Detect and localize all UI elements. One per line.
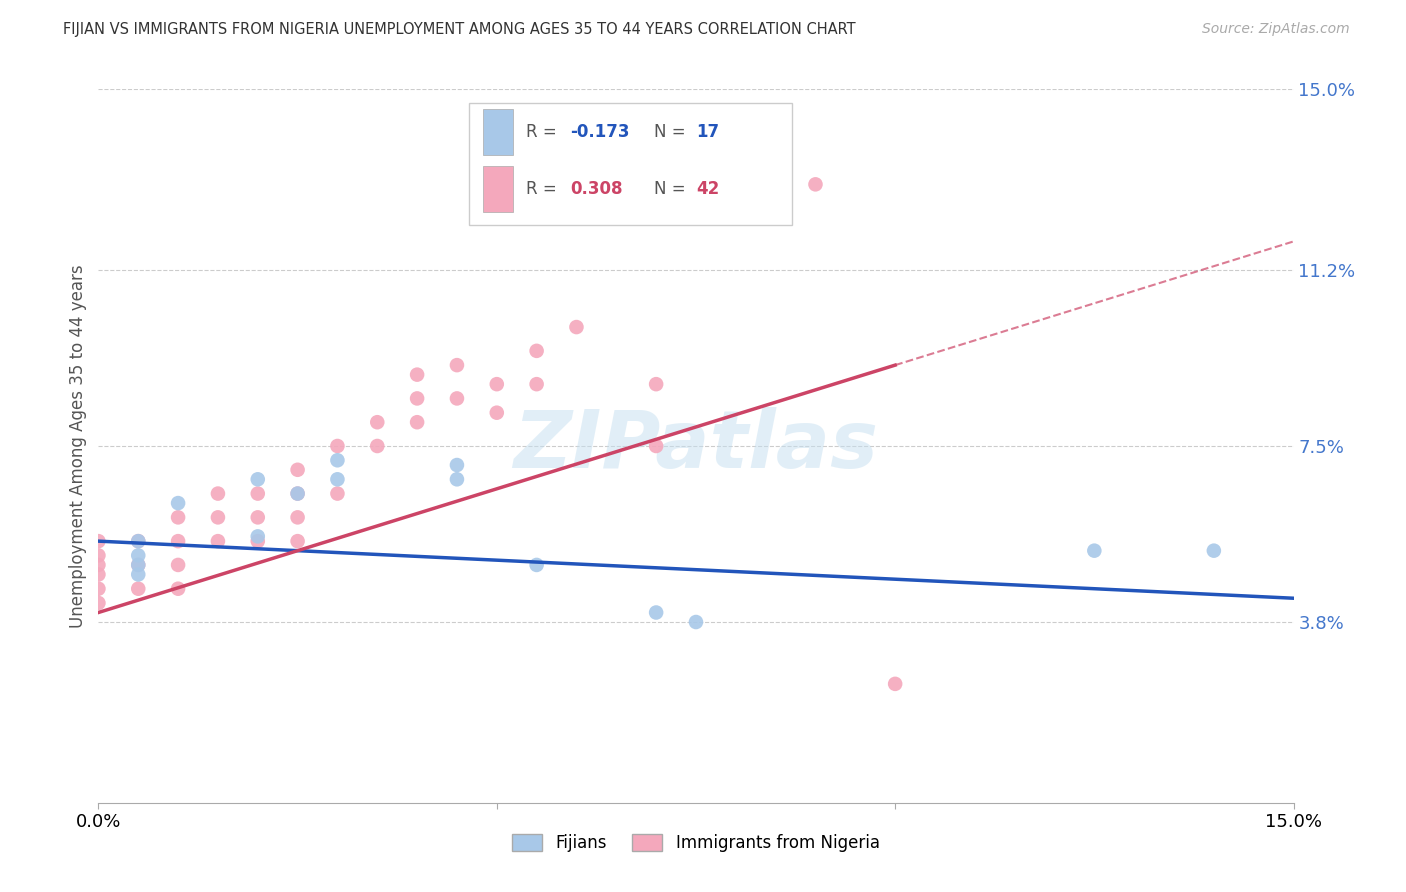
FancyBboxPatch shape	[470, 103, 792, 225]
Text: 17: 17	[696, 123, 718, 141]
Point	[565, 320, 588, 334]
Point	[366, 415, 388, 429]
Point	[287, 534, 309, 549]
Point	[87, 596, 110, 610]
Point	[446, 472, 468, 486]
Point	[804, 178, 827, 192]
Point	[446, 458, 468, 472]
Point	[167, 510, 190, 524]
Legend: Fijians, Immigrants from Nigeria: Fijians, Immigrants from Nigeria	[506, 827, 886, 859]
Point	[287, 463, 309, 477]
Point	[326, 472, 349, 486]
Text: ZIPatlas: ZIPatlas	[513, 407, 879, 485]
Point	[207, 534, 229, 549]
Point	[87, 558, 110, 572]
Point	[645, 377, 668, 392]
Point	[485, 377, 508, 392]
Point	[287, 510, 309, 524]
Point	[127, 582, 149, 596]
Point	[406, 368, 429, 382]
Point	[207, 510, 229, 524]
Point	[287, 486, 309, 500]
Point	[87, 534, 110, 549]
Point	[526, 558, 548, 572]
Point	[167, 582, 190, 596]
Point	[246, 534, 269, 549]
Point	[685, 129, 707, 144]
Point	[326, 486, 349, 500]
Point	[326, 439, 349, 453]
Point	[1202, 543, 1225, 558]
Point	[87, 567, 110, 582]
Point	[246, 472, 269, 486]
Point	[207, 486, 229, 500]
Point	[326, 453, 349, 467]
Point	[87, 549, 110, 563]
Point	[366, 439, 388, 453]
Point	[127, 534, 149, 549]
Point	[287, 486, 309, 500]
Text: R =: R =	[526, 123, 562, 141]
Point	[167, 534, 190, 549]
Point	[406, 392, 429, 406]
Point	[127, 558, 149, 572]
Text: FIJIAN VS IMMIGRANTS FROM NIGERIA UNEMPLOYMENT AMONG AGES 35 TO 44 YEARS CORRELA: FIJIAN VS IMMIGRANTS FROM NIGERIA UNEMPL…	[63, 22, 856, 37]
Point	[127, 558, 149, 572]
FancyBboxPatch shape	[484, 166, 513, 212]
Point	[167, 496, 190, 510]
Text: R =: R =	[526, 180, 562, 198]
Point	[87, 582, 110, 596]
Point	[446, 392, 468, 406]
Point	[127, 549, 149, 563]
Text: N =: N =	[654, 180, 690, 198]
FancyBboxPatch shape	[484, 109, 513, 155]
Point	[485, 406, 508, 420]
Point	[645, 606, 668, 620]
Point	[526, 377, 548, 392]
Text: -0.173: -0.173	[571, 123, 630, 141]
Point	[167, 558, 190, 572]
Point	[446, 358, 468, 372]
Point	[246, 486, 269, 500]
Point	[246, 510, 269, 524]
Point	[645, 439, 668, 453]
Point	[127, 567, 149, 582]
Text: N =: N =	[654, 123, 690, 141]
Point	[246, 529, 269, 543]
Y-axis label: Unemployment Among Ages 35 to 44 years: Unemployment Among Ages 35 to 44 years	[69, 264, 87, 628]
Point	[526, 343, 548, 358]
Point	[884, 677, 907, 691]
Point	[1083, 543, 1105, 558]
Text: 0.308: 0.308	[571, 180, 623, 198]
Point	[406, 415, 429, 429]
Text: 42: 42	[696, 180, 720, 198]
Point	[685, 615, 707, 629]
Text: Source: ZipAtlas.com: Source: ZipAtlas.com	[1202, 22, 1350, 37]
Point	[127, 534, 149, 549]
